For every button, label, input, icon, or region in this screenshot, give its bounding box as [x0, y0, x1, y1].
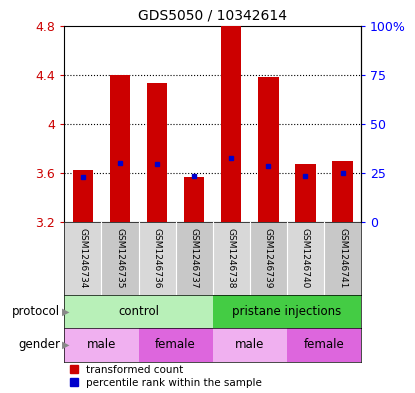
Text: female: female	[304, 338, 344, 351]
Text: ▶: ▶	[62, 340, 70, 350]
Bar	[139, 328, 213, 362]
Text: protocol: protocol	[12, 305, 60, 318]
Text: gender: gender	[18, 338, 60, 351]
Bar	[324, 222, 361, 295]
Bar	[213, 222, 250, 295]
Text: male: male	[87, 338, 116, 351]
Bar	[213, 328, 287, 362]
Legend: transformed count, percentile rank within the sample: transformed count, percentile rank withi…	[70, 365, 262, 388]
Title: GDS5050 / 10342614: GDS5050 / 10342614	[138, 9, 287, 23]
Bar	[287, 222, 324, 295]
Bar	[73, 171, 93, 222]
Text: GSM1246741: GSM1246741	[338, 228, 347, 288]
Bar	[221, 26, 242, 222]
Bar	[64, 295, 213, 328]
Bar	[110, 75, 130, 222]
Bar	[147, 83, 167, 222]
Text: GSM1246736: GSM1246736	[153, 228, 161, 288]
Text: control: control	[118, 305, 159, 318]
Text: GSM1246739: GSM1246739	[264, 228, 273, 288]
Text: GSM1246737: GSM1246737	[190, 228, 199, 288]
Bar	[64, 328, 139, 362]
Bar	[184, 176, 204, 222]
Text: GSM1246735: GSM1246735	[115, 228, 124, 288]
Bar	[287, 328, 361, 362]
Bar	[176, 222, 213, 295]
Text: ▶: ▶	[62, 307, 70, 316]
Bar	[139, 222, 176, 295]
Bar	[258, 77, 278, 222]
Text: male: male	[235, 338, 264, 351]
Text: GSM1246740: GSM1246740	[301, 228, 310, 288]
Text: GSM1246734: GSM1246734	[78, 228, 88, 288]
Bar	[213, 295, 361, 328]
Bar	[64, 222, 101, 295]
Text: pristane injections: pristane injections	[232, 305, 342, 318]
Text: female: female	[155, 338, 196, 351]
Bar	[101, 222, 139, 295]
Bar	[295, 164, 316, 222]
Text: GSM1246738: GSM1246738	[227, 228, 236, 288]
Bar	[250, 222, 287, 295]
Bar	[332, 161, 353, 222]
